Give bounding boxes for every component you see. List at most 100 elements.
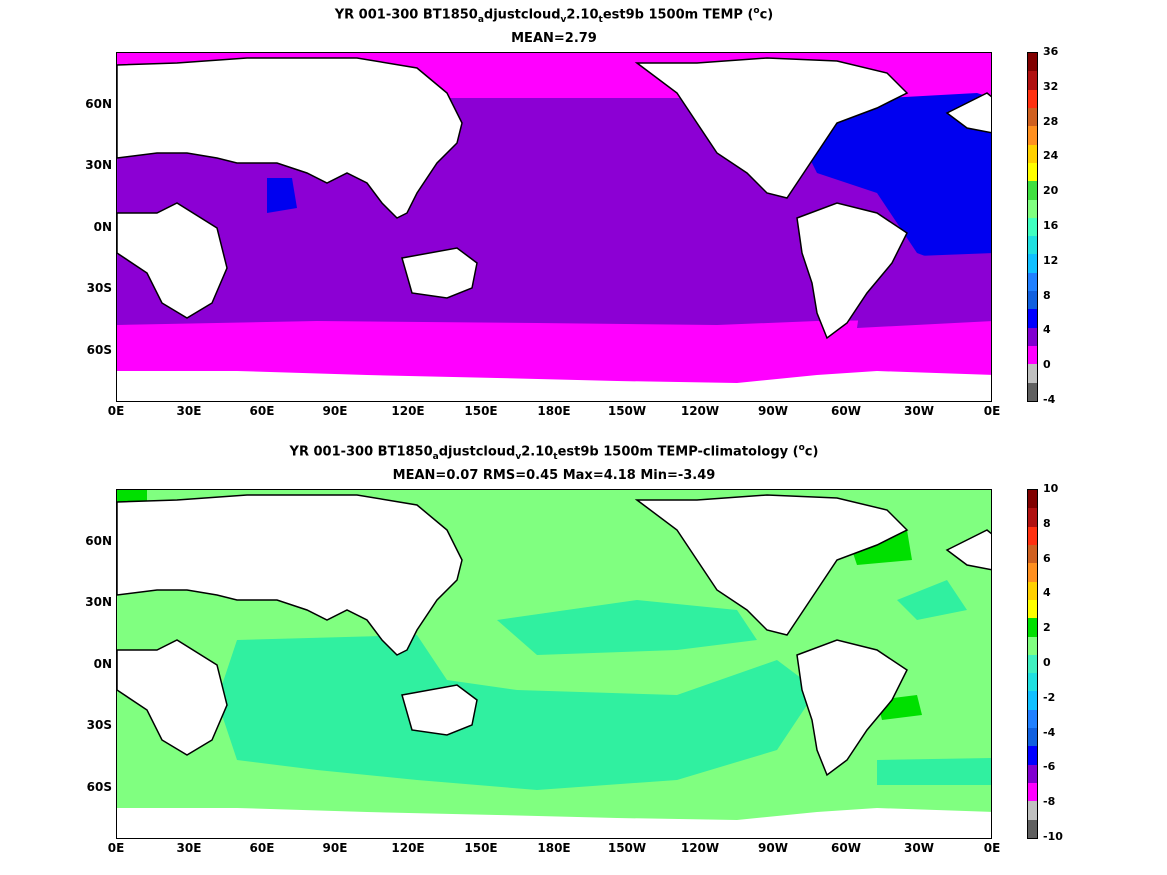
south-america-landmass xyxy=(796,202,908,340)
colorbar-tick-label: 4 xyxy=(1043,323,1051,337)
colorbar-tick-label: 8 xyxy=(1043,516,1051,530)
colorbar-swatch xyxy=(1028,783,1037,802)
north-america-landmass xyxy=(634,494,909,636)
title-subscript: a xyxy=(432,451,439,462)
title-text: est9b 1500m TEMP ( xyxy=(602,7,754,23)
panel2-title: YR 001-300 BT1850adjustcloudv2.10test9b … xyxy=(116,443,992,462)
colorbar-tick-label: 28 xyxy=(1043,114,1059,128)
australia-landmass xyxy=(401,247,478,299)
title-text: c) xyxy=(804,444,819,460)
title-text: est9b 1500m TEMP-climatology ( xyxy=(557,444,799,460)
longitude-label: 30E xyxy=(176,404,202,418)
colorbar-swatch xyxy=(1028,364,1037,383)
latitude-label: 30S xyxy=(86,281,112,295)
south-atlantic-anomaly xyxy=(877,758,991,785)
colorbar-swatch xyxy=(1028,544,1037,564)
eurasia-landmass xyxy=(117,57,463,219)
colorbar-swatch xyxy=(1028,508,1037,527)
longitude-label: 30W xyxy=(904,404,934,418)
colorbar-swatch xyxy=(1028,346,1037,365)
longitude-label: 0E xyxy=(107,404,125,418)
title-text: djustcloud xyxy=(483,7,561,23)
colorbar-tick-label: 0 xyxy=(1043,656,1051,669)
colorbar-swatch xyxy=(1028,801,1037,820)
colorbar-swatch xyxy=(1028,199,1037,218)
title-text: c) xyxy=(759,7,774,23)
longitude-label: 0E xyxy=(983,404,1001,418)
colorbar-tick-label: -4 xyxy=(1043,393,1056,406)
greenland-landmass xyxy=(945,92,991,134)
colorbar-swatch xyxy=(1028,691,1037,710)
colorbar-swatch xyxy=(1028,181,1037,200)
latitude-label: 30N xyxy=(85,595,112,609)
title-superscript: o xyxy=(798,443,805,453)
colorbar-tick-label: 20 xyxy=(1043,184,1059,198)
title-subscript: a xyxy=(477,14,484,25)
colorbar-swatch xyxy=(1028,728,1037,747)
colorbar-tick-label: -6 xyxy=(1043,760,1056,774)
colorbar-tick-label: 16 xyxy=(1043,219,1059,232)
colorbar-tick-label: 32 xyxy=(1043,79,1059,93)
longitude-label: 60E xyxy=(249,841,275,855)
colorbar-tick-label: 2 xyxy=(1043,621,1051,635)
colorbar-swatch xyxy=(1028,254,1037,273)
longitude-label: 150E xyxy=(464,841,498,855)
longitude-label: 90W xyxy=(758,841,788,855)
colorbar-swatch xyxy=(1028,217,1037,237)
latitude-label: 30N xyxy=(85,158,112,172)
colorbar-tick-label: -8 xyxy=(1043,795,1056,809)
colorbar-swatch xyxy=(1028,599,1037,619)
longitude-label: 60W xyxy=(831,841,861,855)
colorbar-swatch xyxy=(1028,291,1037,310)
longitude-label: 0E xyxy=(107,841,125,855)
latitude-label: 30S xyxy=(86,718,112,732)
colorbar-tick-label: 24 xyxy=(1043,149,1059,163)
title-subscript: t xyxy=(598,14,603,25)
colorbar-swatch xyxy=(1028,126,1037,145)
colorbar-tick-label: -10 xyxy=(1043,830,1063,843)
longitude-label: 150E xyxy=(464,404,498,418)
longitude-label: 90W xyxy=(758,404,788,418)
colorbar-swatch xyxy=(1028,162,1037,182)
title-superscript: o xyxy=(753,6,760,16)
colorbar-tick-label: -4 xyxy=(1043,725,1056,739)
colorbar-swatch xyxy=(1028,53,1037,72)
latitude-label: 60N xyxy=(85,534,112,548)
title-text: YR 001-300 BT1850 xyxy=(289,444,433,460)
panel1-title: YR 001-300 BT1850adjustcloudv2.10test9b … xyxy=(116,6,992,25)
latitude-label: 0N xyxy=(93,220,112,234)
antarctica-landmass xyxy=(117,808,991,838)
longitude-label: 30W xyxy=(904,841,934,855)
longitude-label: 150W xyxy=(607,404,647,418)
title-subscript: t xyxy=(553,451,558,462)
longitude-label: 60E xyxy=(249,404,275,418)
colorbar-tick-label: 4 xyxy=(1043,586,1051,600)
longitude-label: 30E xyxy=(176,841,202,855)
colorbar-swatch xyxy=(1028,327,1037,346)
longitude-label: 180E xyxy=(537,841,571,855)
colorbar-swatch xyxy=(1028,89,1037,108)
longitude-label: 0E xyxy=(983,841,1001,855)
eurasia-landmass xyxy=(117,494,463,656)
panel1-colorbar xyxy=(1027,52,1038,402)
panel1-map-svg xyxy=(117,53,991,401)
colorbar-swatch xyxy=(1028,709,1037,729)
colorbar-swatch xyxy=(1028,819,1037,838)
longitude-label: 90E xyxy=(322,841,348,855)
panel2-map-svg xyxy=(117,490,991,838)
title-text: YR 001-300 BT1850 xyxy=(334,7,478,23)
panel1-map xyxy=(116,52,992,402)
north-america-landmass xyxy=(634,57,909,199)
longitude-label: 120W xyxy=(680,841,720,855)
colorbar-swatch xyxy=(1028,746,1037,765)
latitude-label: 0N xyxy=(93,657,112,671)
colorbar-swatch xyxy=(1028,107,1037,127)
panel2-colorbar xyxy=(1027,489,1038,839)
title-subscript: v xyxy=(560,14,567,25)
north-pacific-anomaly-region xyxy=(497,600,757,655)
colorbar-tick-label: 10 xyxy=(1043,482,1059,495)
colorbar-swatch xyxy=(1028,618,1037,637)
latitude-label: 60S xyxy=(86,343,112,357)
colorbar-swatch xyxy=(1028,673,1037,692)
colorbar-swatch xyxy=(1028,581,1037,600)
